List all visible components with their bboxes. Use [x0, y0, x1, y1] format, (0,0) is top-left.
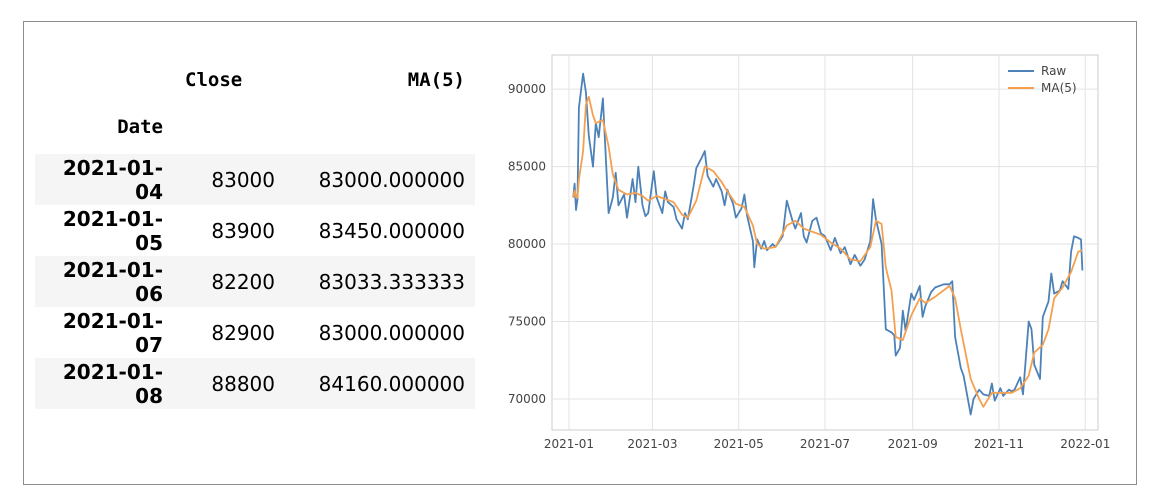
- table-row: 2021-01-07 82900 83000.000000: [35, 307, 475, 358]
- column-header-ma: MA(5): [407, 69, 465, 91]
- x-tick-label: 2021-11: [974, 437, 1024, 451]
- column-header-close: Close: [185, 69, 243, 91]
- row-date: 2021-01-04: [35, 154, 173, 205]
- row-close: 83900: [211, 218, 275, 243]
- row-date: 2021-01-08: [35, 358, 173, 409]
- row-close: 82900: [211, 320, 275, 345]
- row-ma: 83033.333333: [285, 256, 475, 307]
- y-tick-label: 70000: [508, 392, 546, 406]
- row-close: 83000: [173, 154, 285, 205]
- table-row: 2021-01-04 83000 83000.000000: [35, 154, 475, 205]
- row-ma: 83450.000000: [318, 218, 465, 243]
- row-ma: 83000.000000: [285, 154, 475, 205]
- row-date: 2021-01-06: [35, 256, 173, 307]
- index-row-blank: [285, 100, 475, 154]
- x-tick-label: 2022-01: [1060, 437, 1110, 451]
- row-close: 82200: [173, 256, 285, 307]
- series-line-raw: [572, 72, 1084, 416]
- row-date: 2021-01-07: [62, 308, 163, 357]
- x-tick-label: 2021-01: [544, 437, 594, 451]
- table-row: 2021-01-05 83900 83450.000000: [35, 205, 475, 256]
- index-name: Date: [117, 116, 163, 138]
- legend-label: MA(5): [1041, 81, 1077, 95]
- y-tick-label: 90000: [508, 82, 546, 96]
- row-close: 88800: [173, 358, 285, 409]
- y-tick-label: 75000: [508, 315, 546, 329]
- dataframe-table: Close MA(5) Date 2021-01-04 83000 83000.…: [35, 60, 475, 409]
- row-ma: 84160.000000: [285, 358, 475, 409]
- x-tick-label: 2021-05: [714, 437, 764, 451]
- x-tick-label: 2021-09: [888, 437, 938, 451]
- table-row: 2021-01-06 82200 83033.333333: [35, 256, 475, 307]
- x-tick-label: 2021-07: [800, 437, 850, 451]
- row-ma: 83000.000000: [318, 320, 465, 345]
- index-row-blank: [173, 100, 285, 154]
- legend-label: Raw: [1041, 64, 1066, 78]
- line-chart: 70000 75000 80000 85000 90000 2021-01 2021-03 2…: [508, 54, 1110, 451]
- x-tick-label: 2021-03: [627, 437, 677, 451]
- y-tick-label: 85000: [508, 160, 546, 174]
- index-header-blank: [35, 60, 173, 100]
- series-line-ma5: [572, 95, 1083, 408]
- table-row: 2021-01-08 88800 84160.000000: [35, 358, 475, 409]
- y-tick-label: 80000: [508, 237, 546, 251]
- row-date: 2021-01-05: [62, 206, 163, 255]
